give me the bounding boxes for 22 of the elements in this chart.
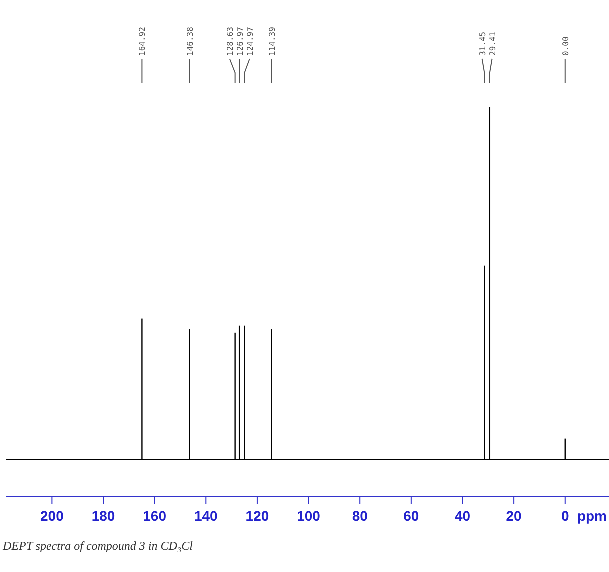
x-tick-label: 160 — [143, 508, 167, 524]
annotation: 114.39 — [268, 26, 277, 56]
annotation: 29.41 — [488, 32, 498, 56]
x-tick-label: 120 — [246, 508, 270, 524]
x-tick-label: 20 — [506, 508, 522, 524]
x-axis-title: ppm — [577, 508, 607, 524]
annotation: 0.00 — [561, 36, 570, 56]
annotation: 146.38 — [186, 26, 195, 56]
x-tick-label: 40 — [454, 508, 471, 524]
annotation: 164.92 — [138, 26, 148, 56]
annotation: 124.97 — [246, 26, 255, 56]
x-tick-label: 0 — [561, 508, 570, 524]
x-tick-label: 140 — [194, 508, 218, 524]
x-tick-label: 80 — [352, 508, 368, 524]
text: DEPT spectra of compound 3 in CD₃Cl — [2, 539, 194, 553]
annotation: 31.45 — [478, 32, 488, 56]
x-tick-label: 60 — [404, 508, 420, 524]
annotation: 126.97 — [236, 26, 245, 56]
x-tick-label: 200 — [40, 508, 64, 524]
x-tick-label: 100 — [297, 508, 321, 524]
x-tick-label: 180 — [92, 508, 116, 524]
annotation: 128.63 — [226, 26, 235, 56]
